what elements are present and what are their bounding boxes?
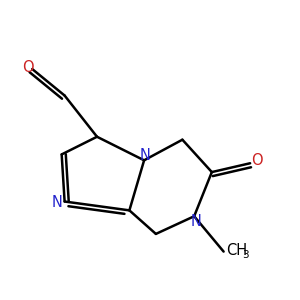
Text: N: N bbox=[52, 196, 63, 211]
Text: 3: 3 bbox=[242, 250, 248, 260]
Text: O: O bbox=[22, 60, 34, 75]
Text: N: N bbox=[139, 148, 150, 163]
Text: CH: CH bbox=[226, 243, 248, 258]
Text: N: N bbox=[190, 214, 201, 229]
Text: O: O bbox=[251, 153, 262, 168]
